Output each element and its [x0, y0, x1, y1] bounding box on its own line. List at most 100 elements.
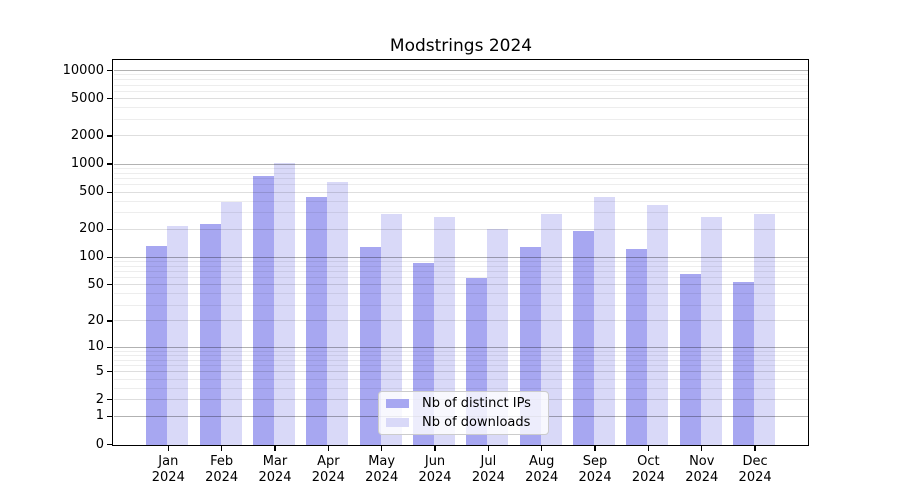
x-axis-tick — [647, 446, 649, 451]
y-axis-tick — [107, 415, 113, 417]
grid-line-major — [114, 346, 808, 348]
grid-line-mid — [114, 320, 808, 322]
x-axis-tick — [754, 446, 756, 451]
grid-line-mid — [114, 98, 808, 100]
grid-line-minor — [114, 90, 808, 92]
x-axis-tick — [327, 446, 329, 451]
y-axis-tick — [107, 228, 113, 230]
y-axis-tick — [107, 284, 113, 286]
y-tick-label: 20 — [87, 312, 104, 328]
bar-nb-of-distinct-ips-mar — [252, 176, 274, 446]
bar-nb-of-distinct-ips-may — [359, 246, 381, 446]
grid-line-minor — [114, 350, 808, 352]
grid-line-minor — [114, 304, 808, 306]
grid-line-minor — [114, 184, 808, 186]
y-axis-tick — [107, 443, 113, 446]
y-axis-tick — [107, 191, 113, 193]
x-tick-label: Jun 2024 — [418, 454, 452, 485]
x-axis-tick — [487, 446, 489, 451]
bar-nb-of-distinct-ips-feb — [199, 224, 221, 446]
legend-item-downloads: Nb of downloads — [386, 413, 548, 432]
y-tick-label: 50 — [87, 276, 104, 292]
grid-line-minor — [114, 365, 808, 366]
y-tick-label: 0 — [95, 436, 104, 452]
y-tick-label: 10 — [87, 339, 104, 355]
grid-line-minor — [114, 265, 808, 267]
y-axis-tick — [107, 98, 113, 100]
x-axis-tick — [541, 446, 543, 451]
bar-nb-of-distinct-ips-dec — [733, 281, 755, 446]
y-axis-tick — [107, 135, 113, 137]
chart-title: Modstrings 2024 — [389, 36, 533, 56]
grid-line-minor — [114, 260, 808, 262]
grid-line-mid — [114, 228, 808, 230]
legend-swatch-distinct-ips — [386, 399, 409, 408]
grid-line-minor — [114, 79, 808, 81]
x-tick-label: Dec 2024 — [738, 454, 772, 485]
bar-nb-of-downloads-jan — [167, 225, 189, 446]
grid-line-minor — [114, 84, 808, 86]
bar-nb-of-distinct-ips-nov — [679, 274, 701, 446]
grid-line-minor — [114, 74, 808, 76]
x-tick-label: Sep 2024 — [578, 454, 612, 485]
y-tick-label: 100 — [79, 249, 104, 265]
y-axis-tick — [107, 371, 113, 373]
grid-line-minor — [114, 119, 808, 120]
x-tick-label: Apr 2024 — [311, 454, 345, 485]
x-tick-label: May 2024 — [365, 454, 399, 485]
y-tick-label: 10000 — [62, 62, 104, 78]
x-axis-tick — [381, 446, 383, 451]
legend-item-distinct-ips: Nb of distinct IPs — [386, 394, 548, 413]
x-axis-tick — [274, 446, 276, 451]
bar-nb-of-downloads-may — [380, 213, 402, 446]
x-axis-tick — [167, 446, 169, 451]
y-axis-tick — [107, 256, 113, 258]
bar-nb-of-downloads-oct — [647, 205, 669, 446]
x-tick-label: Jan 2024 — [151, 454, 185, 485]
y-tick-label: 500 — [79, 184, 104, 200]
y-tick-label: 2000 — [70, 127, 104, 143]
y-tick-label: 5 — [95, 363, 104, 379]
grid-line-mid — [114, 371, 808, 373]
bar-nb-of-downloads-feb — [220, 201, 242, 446]
x-axis-tick — [434, 446, 436, 451]
legend-label-downloads: Nb of downloads — [422, 415, 531, 430]
y-axis-tick — [107, 70, 113, 72]
grid-line-mid — [114, 284, 808, 286]
y-axis-tick — [107, 399, 113, 401]
y-tick-label: 200 — [79, 221, 104, 237]
bar-nb-of-downloads-aug — [540, 213, 562, 446]
y-axis-tick — [107, 320, 113, 322]
bar-nb-of-distinct-ips-jan — [146, 245, 168, 446]
y-axis-tick — [107, 346, 113, 348]
legend-swatch-downloads — [386, 418, 409, 427]
grid-line-minor — [114, 178, 808, 180]
grid-line-minor — [114, 167, 808, 169]
grid-line-mid — [114, 191, 808, 193]
grid-line-minor — [114, 212, 808, 214]
legend: Nb of distinct IPs Nb of downloads — [378, 391, 549, 435]
y-tick-label: 1000 — [70, 156, 104, 172]
bar-nb-of-distinct-ips-apr — [306, 197, 328, 446]
grid-line-minor — [114, 107, 808, 109]
grid-line-minor — [114, 378, 808, 380]
grid-line-minor — [114, 387, 808, 389]
grid-line-mid — [114, 135, 808, 137]
x-tick-label: Mar 2024 — [258, 454, 292, 485]
y-tick-label: 2 — [95, 391, 104, 407]
bar-nb-of-downloads-sep — [594, 196, 616, 446]
grid-line-minor — [114, 172, 808, 174]
y-tick-label: 1 — [95, 408, 104, 424]
grid-line-minor — [114, 293, 808, 295]
grid-line-major — [114, 256, 808, 258]
x-tick-label: Nov 2024 — [685, 454, 719, 485]
grid-line-minor — [114, 354, 808, 356]
legend-label-distinct-ips: Nb of distinct IPs — [422, 396, 531, 411]
bar-nb-of-downloads-nov — [700, 217, 722, 446]
x-axis-tick — [594, 446, 596, 451]
y-axis-tick — [107, 163, 113, 165]
x-axis-tick — [221, 446, 223, 451]
grid-line-major — [114, 70, 808, 72]
bar-nb-of-downloads-mar — [273, 162, 295, 446]
